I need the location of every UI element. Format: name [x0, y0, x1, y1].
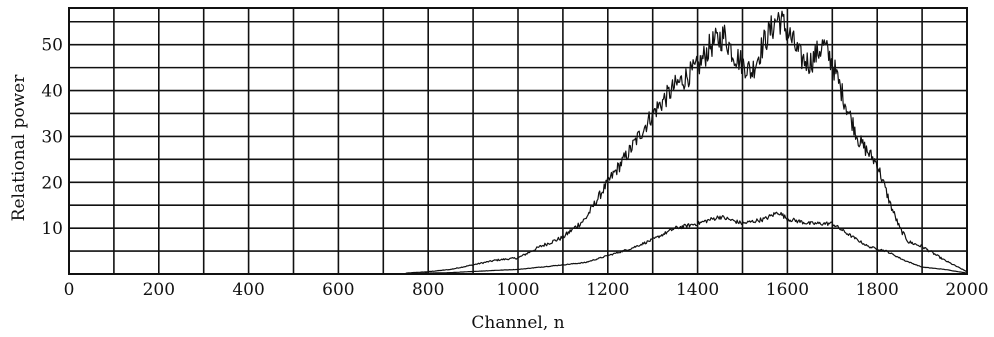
- x-tick-label: 1600: [766, 280, 809, 300]
- y-tick-label: 10: [41, 219, 63, 239]
- x-tick-label: 200: [143, 280, 175, 300]
- grid-lines: [69, 8, 967, 274]
- y-tick-label: 50: [41, 36, 63, 56]
- x-tick-label: 1800: [856, 280, 899, 300]
- y-tick-label: 30: [41, 127, 63, 147]
- x-tick-labels: 0 200 400 600 800 1000 1200 1400 1600 1800 2000: [64, 280, 989, 300]
- x-tick-label: 1400: [676, 280, 719, 300]
- x-tick-label: 400: [232, 280, 264, 300]
- x-tick-label: 1000: [496, 280, 539, 300]
- y-tick-label: 40: [41, 82, 63, 102]
- y-tick-label: 20: [41, 173, 63, 193]
- x-tick-label: 0: [64, 280, 75, 300]
- y-tick-labels: 10 20 30 40 50: [41, 36, 63, 239]
- x-tick-label: 600: [322, 280, 354, 300]
- x-tick-label: 2000: [945, 280, 988, 300]
- x-tick-label: 1200: [586, 280, 629, 300]
- x-tick-label: 800: [412, 280, 444, 300]
- plot-frame: [68, 7, 968, 275]
- y-axis-label: Relational power: [9, 74, 29, 222]
- series-line: [405, 10, 968, 274]
- data-series: [405, 10, 968, 275]
- series-line: [405, 211, 968, 275]
- x-axis-label: Channel, n: [471, 313, 564, 333]
